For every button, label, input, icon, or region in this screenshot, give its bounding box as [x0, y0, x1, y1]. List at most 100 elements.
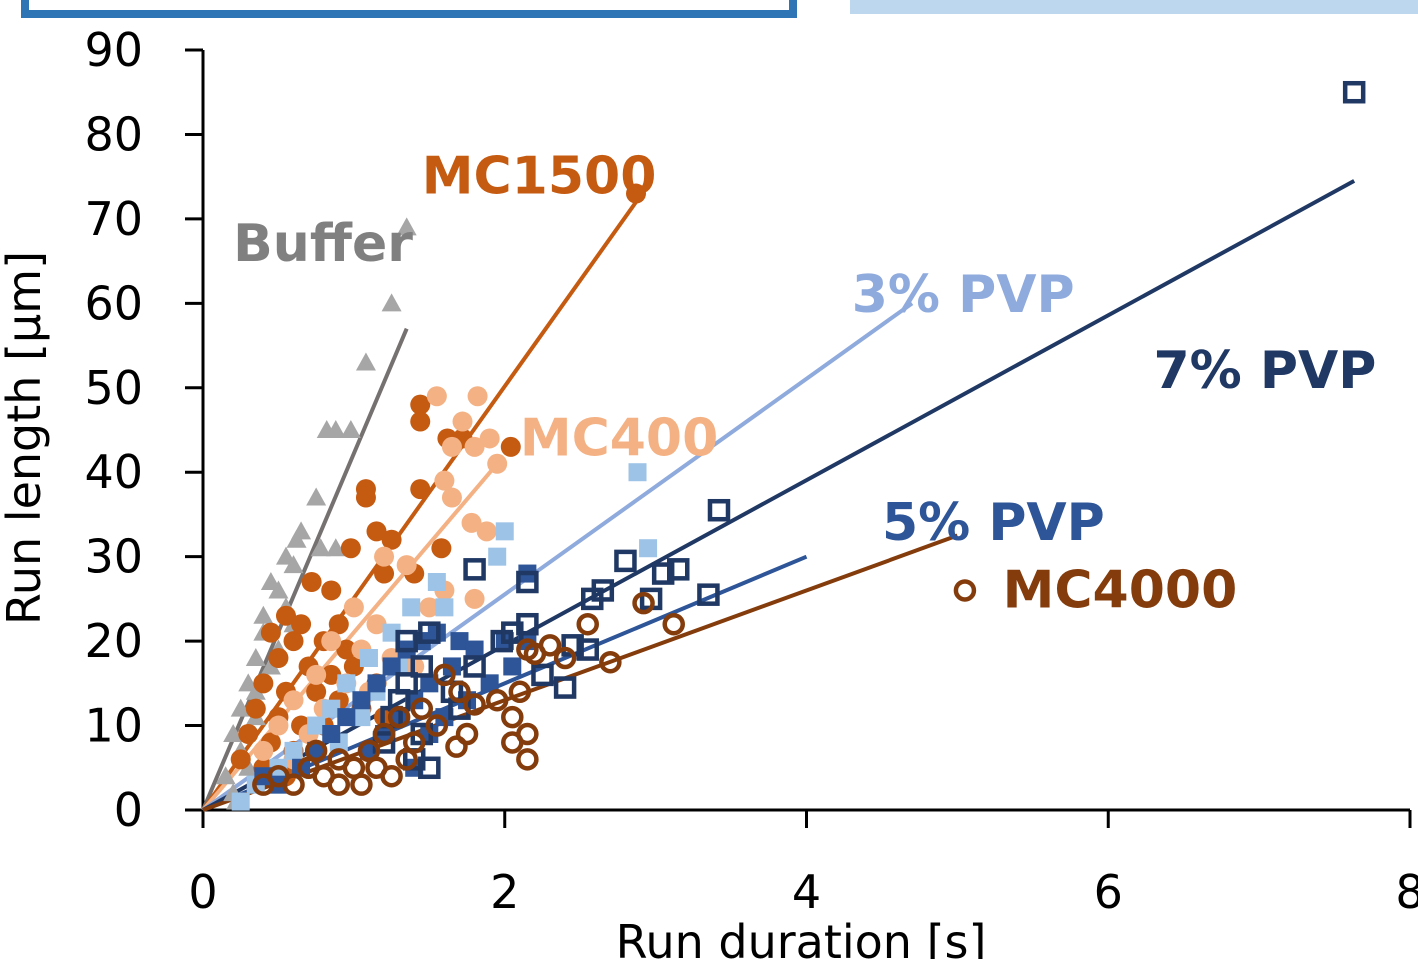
mc1500-point	[238, 724, 259, 744]
mc1500-point	[275, 605, 296, 626]
mc1500-point	[431, 538, 452, 559]
mc400-point	[461, 512, 482, 533]
x-tick-label: 4	[792, 865, 821, 919]
7-pvp-point	[576, 638, 599, 661]
7-pvp-point	[463, 558, 486, 581]
mc1500-point	[291, 614, 312, 635]
mc1500-point	[626, 183, 647, 204]
mc4000-label: MC4000	[1003, 560, 1238, 620]
mc400-point	[476, 521, 497, 542]
buffer-point	[215, 766, 236, 785]
7-pvp-point	[667, 558, 690, 581]
buffer-point	[396, 217, 417, 236]
x-tick-label: 0	[188, 865, 217, 919]
5-pvp-point	[420, 674, 439, 693]
mc4000-point	[252, 773, 275, 796]
mc1500-point	[253, 673, 274, 694]
top-right-frame	[850, 0, 1418, 14]
mc400-point	[452, 411, 473, 432]
buffer-point	[223, 724, 244, 742]
y-axis-label: Run length [μm]	[0, 251, 51, 625]
5-pvp-point	[307, 741, 326, 760]
mc400-point	[464, 436, 485, 457]
x-tick-label: 2	[490, 865, 519, 919]
mc1500-point	[336, 639, 357, 660]
mc1500-point	[410, 479, 431, 500]
buffer-point	[283, 555, 304, 574]
mc1500-point	[230, 749, 251, 770]
7-pvp-point	[1342, 80, 1366, 104]
y-tick-label: 80	[84, 107, 143, 161]
5-pvp-point	[503, 657, 522, 676]
buffer-point	[253, 605, 274, 624]
mc4000-point	[508, 680, 532, 704]
3-pvp-point	[231, 792, 250, 811]
7-pvp-point	[581, 587, 604, 611]
buffer-point	[230, 698, 251, 717]
buffer-point	[245, 648, 266, 666]
mc400-point	[321, 631, 342, 652]
mc4000-point	[485, 688, 509, 712]
3-pvp-point	[628, 463, 647, 482]
mc400-point	[419, 597, 440, 618]
mc400-point	[467, 386, 488, 407]
mc400-point	[426, 386, 447, 407]
7-pvp-point	[553, 676, 577, 699]
buffer-point	[355, 352, 376, 371]
7-pvp-point	[501, 621, 524, 644]
mc1500-point	[410, 411, 431, 432]
y-tick-label: 40	[84, 445, 143, 499]
7-pvp-point	[418, 621, 441, 644]
buffer-fit-line	[201, 327, 409, 811]
x-tick-label: 6	[1094, 865, 1123, 919]
buffer-label: Buffer	[233, 214, 413, 274]
mc4000-point	[516, 748, 539, 771]
7-pvp-point	[418, 756, 441, 780]
buffer-point	[325, 538, 346, 557]
mc1500-point	[381, 529, 402, 550]
7-pvp-point	[707, 498, 731, 522]
5-pvp-label: 5% PVP	[882, 493, 1105, 553]
mc1500-point	[366, 521, 387, 542]
mc4000-point	[410, 697, 434, 720]
mc4000-point	[425, 714, 449, 737]
7-pvp-point	[395, 629, 418, 653]
mc400-point	[464, 588, 485, 609]
7-pvp-point	[651, 562, 675, 585]
mc4000-point	[576, 612, 599, 636]
mc400-label: MC400	[520, 408, 718, 468]
3-pvp-point	[307, 716, 326, 735]
buffer-point	[286, 529, 307, 548]
mc400-point	[283, 690, 304, 711]
mc1500-point	[301, 572, 322, 592]
mc400-point	[441, 487, 462, 508]
buffer-point	[316, 420, 337, 438]
mc400-point	[396, 555, 417, 576]
y-tick-label: 0	[114, 783, 143, 837]
mc1500-point	[283, 631, 304, 652]
mc4000-point	[662, 612, 685, 636]
mc1500-point	[268, 648, 289, 668]
5-pvp-point	[337, 708, 356, 727]
3-pvp-label: 3% PVP	[852, 265, 1075, 325]
3-pvp-point	[352, 708, 371, 727]
mc400-point	[487, 453, 508, 474]
buffer-point	[310, 538, 331, 557]
7-pvp-point	[410, 655, 434, 678]
7-pvp-point	[463, 655, 486, 678]
buffer-point	[238, 757, 259, 776]
5-pvp-point	[352, 691, 371, 710]
mc1500-point	[260, 622, 281, 643]
y-tick-label: 10	[84, 699, 143, 753]
7-pvp-point	[531, 663, 554, 687]
mc4000-point	[599, 650, 622, 674]
7-pvp-point	[516, 570, 539, 594]
mc1500-point	[343, 656, 364, 677]
y-tick-label: 70	[84, 192, 143, 246]
7-pvp-point	[697, 583, 720, 606]
mc4000-point	[365, 756, 388, 780]
mc1500-point	[321, 580, 342, 601]
5-pvp-point	[382, 657, 401, 676]
